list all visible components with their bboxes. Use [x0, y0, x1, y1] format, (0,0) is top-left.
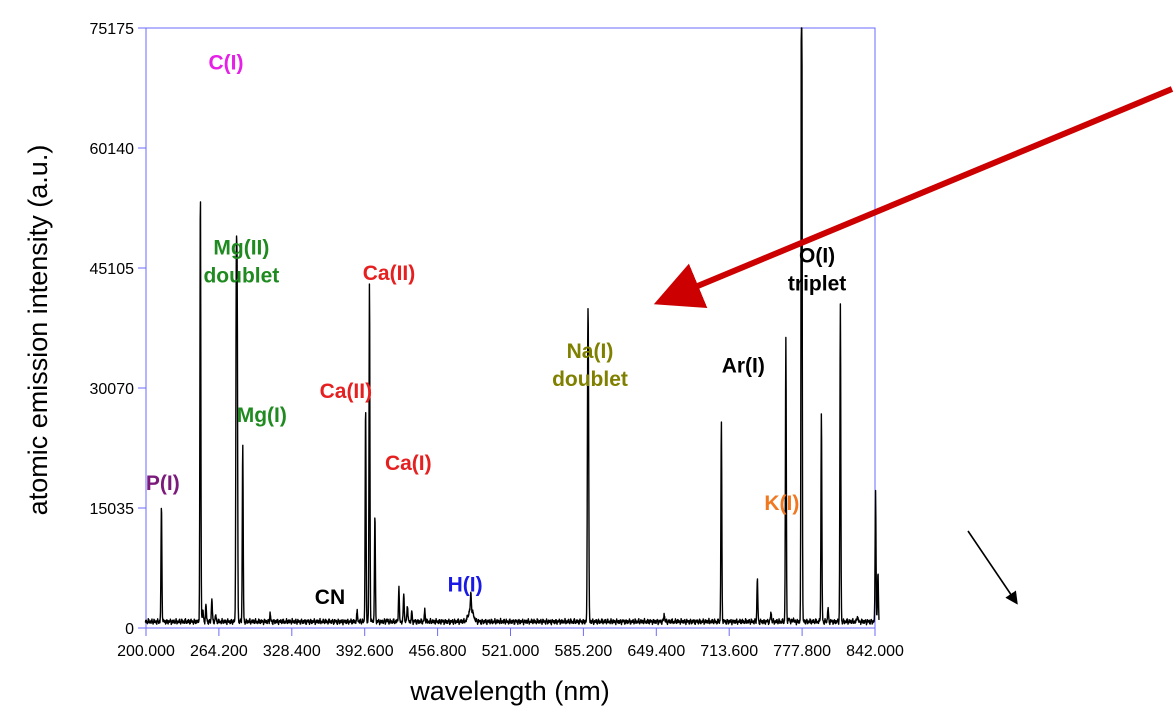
x-tick-label: 713.600 — [700, 643, 758, 660]
x-tick-label: 777.800 — [773, 643, 831, 660]
peak-label: triplet — [788, 272, 846, 295]
peak-label: doublet — [203, 264, 279, 287]
peak-labels: C(I) P(I) Mg(II) doublet Mg(I) Ca(II) Ca(II) Ca… — [146, 51, 846, 609]
x-tick-label: 521.000 — [482, 643, 540, 660]
spectrum-line — [144, 27, 880, 626]
y-tick-label: 75175 — [90, 21, 135, 38]
peak-label: O(I) — [799, 244, 835, 267]
x-tick-label: 264.200 — [190, 643, 248, 660]
y-axis-ticks: 0 15035 30070 45105 60140 75175 — [90, 21, 146, 638]
annotation-arrow — [653, 86, 1174, 308]
y-tick-label: 15035 — [90, 501, 135, 518]
peak-label: Na(I) — [567, 340, 614, 363]
x-tick-label: 392.600 — [336, 643, 394, 660]
x-tick-label: 456.800 — [409, 643, 467, 660]
x-axis-title: wavelength (nm) — [409, 676, 610, 706]
peak-label: H(I) — [448, 573, 483, 596]
y-tick-label: 60140 — [90, 141, 135, 158]
plot-frame — [145, 27, 876, 629]
k-line-pointer-arrow — [967, 530, 1018, 605]
peak-label: doublet — [552, 368, 628, 391]
peak-label: Mg(I) — [237, 404, 287, 427]
peak-label: Ca(I) — [385, 452, 432, 475]
y-tick-label: 45105 — [90, 261, 135, 278]
peak-label: Ar(I) — [722, 355, 765, 378]
x-tick-label: 328.400 — [263, 643, 321, 660]
x-tick-label: 649.400 — [627, 643, 685, 660]
y-tick-label: 0 — [125, 621, 134, 638]
y-tick-label: 30070 — [90, 381, 135, 398]
peak-label: Ca(II) — [320, 380, 373, 403]
peak-label: P(I) — [146, 472, 180, 495]
x-tick-label: 200.000 — [117, 643, 175, 660]
x-tick-label: 585.200 — [554, 643, 612, 660]
peak-label: K(I) — [764, 492, 799, 515]
y-axis-title: atomic emission intensity (a.u.) — [23, 145, 53, 516]
peak-label: C(I) — [208, 51, 243, 74]
peak-label: Mg(II) — [213, 236, 269, 259]
peak-label: Ca(II) — [363, 262, 416, 285]
x-tick-label: 842.000 — [846, 643, 904, 660]
x-axis-ticks: 200.000 264.200 328.400 392.600 456.800 521.0… — [117, 628, 904, 660]
peak-label: CN — [315, 586, 345, 609]
